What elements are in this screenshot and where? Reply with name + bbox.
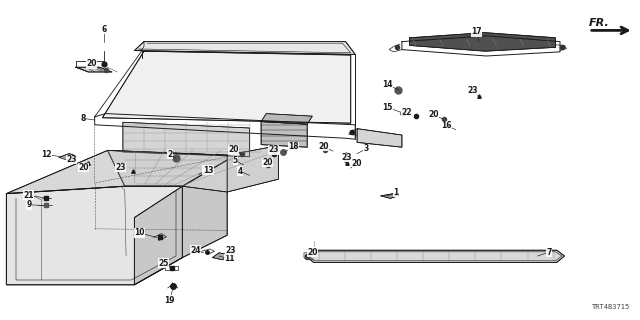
Text: TRT4B3715: TRT4B3715: [592, 304, 630, 310]
Text: 24: 24: [190, 246, 200, 255]
Text: 23: 23: [342, 153, 352, 162]
Text: 17: 17: [472, 28, 482, 36]
Text: 20: 20: [262, 158, 273, 167]
Polygon shape: [357, 129, 402, 147]
Text: 9: 9: [26, 200, 31, 209]
Text: 6: 6: [102, 25, 107, 34]
Text: 20: 20: [429, 110, 439, 119]
Text: 2: 2: [167, 150, 172, 159]
Text: 19: 19: [164, 296, 175, 305]
Polygon shape: [76, 67, 112, 72]
Text: 23: 23: [225, 246, 236, 255]
Text: 18: 18: [288, 142, 298, 151]
Polygon shape: [134, 42, 355, 54]
Polygon shape: [102, 51, 351, 123]
Text: 20: 20: [228, 145, 239, 154]
Polygon shape: [123, 122, 250, 157]
Text: 3: 3: [364, 144, 369, 153]
Text: 20: 20: [352, 159, 362, 168]
Polygon shape: [108, 146, 278, 192]
Text: 23: 23: [115, 163, 125, 172]
Text: 20: 20: [318, 142, 328, 151]
Text: 25: 25: [158, 259, 168, 268]
Polygon shape: [212, 253, 227, 260]
Polygon shape: [381, 194, 398, 198]
Polygon shape: [59, 154, 77, 161]
Polygon shape: [410, 33, 556, 51]
Polygon shape: [306, 250, 564, 262]
Text: 12: 12: [41, 150, 51, 159]
Text: 15: 15: [382, 103, 392, 112]
Text: 20: 20: [86, 60, 97, 68]
Text: 11: 11: [224, 254, 234, 263]
Polygon shape: [261, 122, 307, 147]
Text: 7: 7: [547, 248, 552, 257]
Text: 5: 5: [233, 156, 238, 165]
Text: 14: 14: [382, 80, 392, 89]
Polygon shape: [134, 160, 227, 285]
Text: 4: 4: [237, 167, 243, 176]
Text: 23: 23: [467, 86, 477, 95]
Text: 1: 1: [393, 188, 398, 197]
Text: 10: 10: [134, 228, 145, 237]
Polygon shape: [6, 150, 227, 194]
Text: 16: 16: [442, 121, 452, 130]
Text: 23: 23: [268, 145, 278, 154]
Text: 22: 22: [401, 108, 412, 117]
Text: 20: 20: [78, 163, 88, 172]
Text: 8: 8: [81, 114, 86, 123]
Text: 23: 23: [67, 155, 77, 164]
Text: 21: 21: [24, 191, 34, 200]
Polygon shape: [6, 186, 182, 285]
Text: 13: 13: [203, 166, 213, 175]
Text: 20: 20: [307, 248, 317, 257]
Text: FR.: FR.: [589, 18, 609, 28]
Polygon shape: [261, 114, 312, 124]
